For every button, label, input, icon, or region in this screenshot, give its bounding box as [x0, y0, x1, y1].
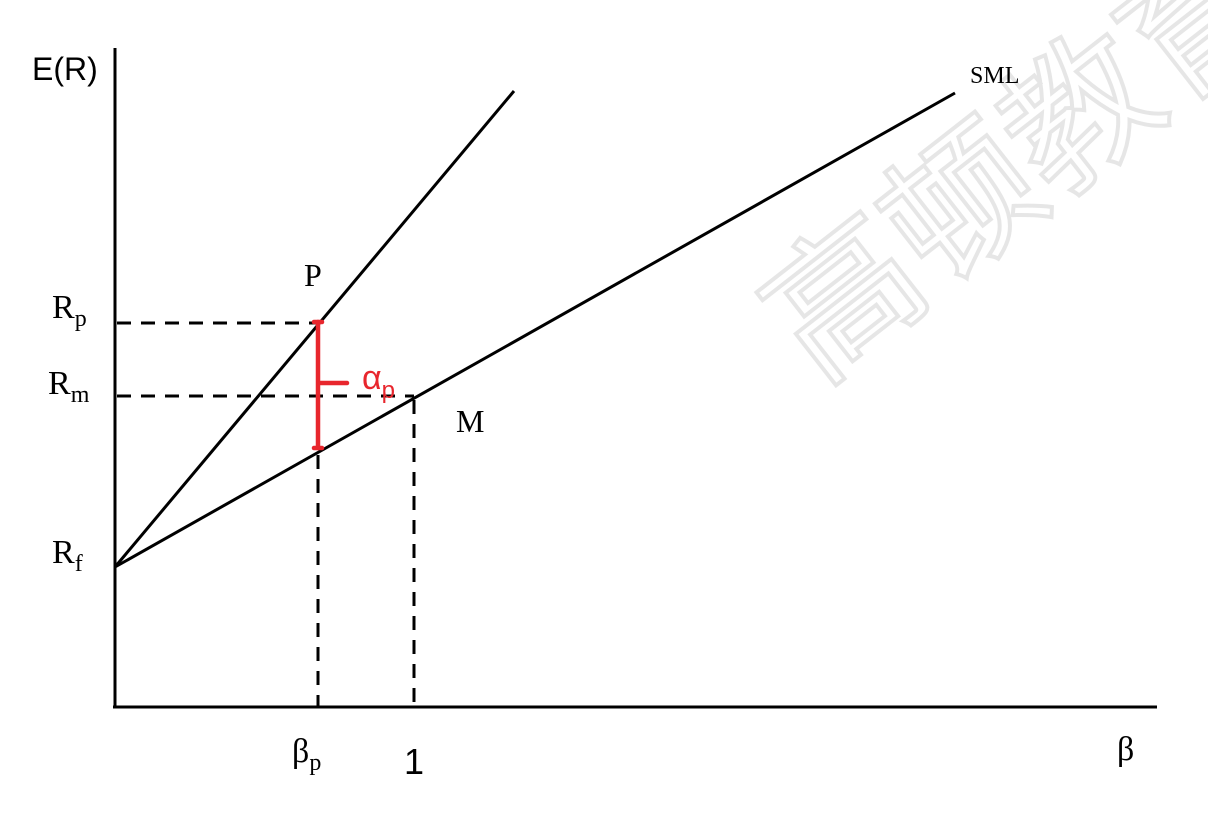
rf-base: R: [52, 534, 75, 571]
beta-one-label: 1: [404, 741, 424, 782]
sml-line: [114, 91, 956, 569]
point-p-label: P: [304, 257, 322, 293]
alpha-p-base: α: [362, 359, 382, 397]
point-m-label: M: [456, 403, 484, 439]
rp-base: R: [52, 289, 75, 326]
alpha-p-label: αp: [362, 359, 395, 404]
y-axis-label: E(R): [32, 51, 98, 87]
sml-label: SML: [970, 63, 1019, 89]
alpha-bracket: [311, 319, 350, 451]
rm-base: R: [48, 365, 71, 402]
rm-sub: m: [71, 382, 90, 408]
beta-p-sub: p: [309, 750, 321, 776]
beta-p-base: β: [292, 733, 309, 770]
rp-sub: p: [75, 306, 87, 332]
watermark: 高顿教育: [732, 0, 1208, 412]
rf-label: Rf: [52, 534, 83, 577]
beta-p-label: βp: [292, 733, 321, 776]
alpha-p-sub: p: [382, 377, 395, 404]
watermark-text: 高顿教育: [734, 0, 1208, 410]
portfolio-line: [113, 90, 516, 568]
x-axis-label: β: [1117, 731, 1134, 768]
rf-sub: f: [75, 551, 83, 577]
rm-label: Rm: [48, 365, 90, 408]
rp-label: Rp: [52, 289, 87, 332]
